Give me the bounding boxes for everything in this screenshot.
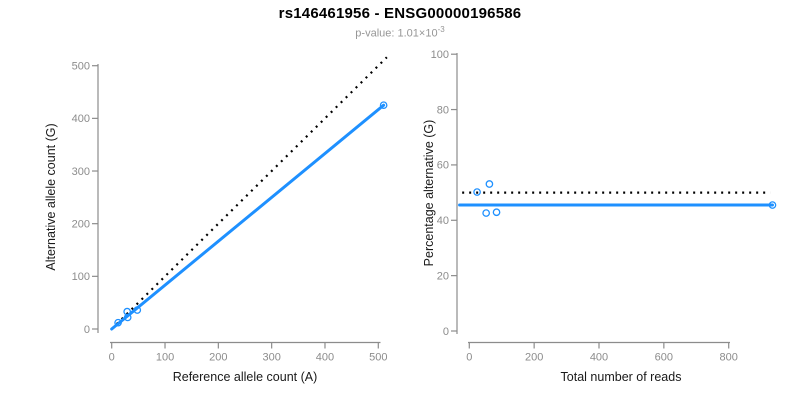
y-tick-label: 0	[84, 324, 90, 336]
y-tick-label: 500	[72, 61, 90, 73]
percentage-alternative-plot: 0 20 40 60 80 100 0 200 400 600 800 Total number of…	[422, 49, 777, 384]
figure-subtitle: p-value: 1.01×10-3	[0, 25, 800, 40]
identity-line	[110, 56, 388, 330]
x-tick-label: 500	[369, 352, 387, 364]
y-tick-label: 200	[72, 218, 90, 230]
pvalue-text: p-value: 1.01×10	[355, 27, 438, 40]
x-tick-label: 400	[316, 352, 334, 364]
y-tick-label: 80	[437, 104, 449, 116]
y-axis-title: Percentage alternative (G)	[422, 120, 436, 267]
x-axis-title: Total number of reads	[561, 370, 682, 384]
y-tick-label: 60	[437, 160, 449, 172]
y-tick-label: 40	[437, 215, 449, 227]
y-tick-label: 0	[443, 326, 449, 338]
data-point	[485, 180, 494, 188]
y-tick-label: 100	[72, 271, 90, 283]
x-tick-label: 600	[655, 352, 673, 364]
data-point	[473, 188, 481, 196]
data-point	[123, 313, 132, 322]
fit-line	[110, 103, 386, 331]
data-point	[768, 201, 777, 209]
x-tick-label: 800	[720, 352, 738, 364]
x-tick-label: 300	[262, 352, 280, 364]
data-point	[379, 101, 388, 110]
y-tick-label: 100	[431, 49, 449, 61]
data-point	[133, 306, 142, 314]
figure-title: rs146461956 - ENSG00000196586	[278, 5, 522, 22]
x-tick-label: 100	[156, 352, 174, 364]
y-axis-title: Alternative allele count (G)	[44, 123, 58, 270]
data-point	[114, 318, 122, 327]
x-tick-label: 200	[525, 352, 543, 364]
x-tick-label: 0	[109, 352, 115, 364]
x-tick-label: 200	[209, 352, 227, 364]
y-tick-label: 20	[437, 270, 449, 282]
data-point	[482, 209, 491, 217]
pvalue-exponent: -3	[437, 25, 445, 34]
y-tick-label: 300	[72, 166, 90, 178]
x-tick-label: 400	[590, 352, 608, 364]
allele-counts-plot: 0 100 200 300 400 500 0 100 200 300 400 500 Referenc…	[44, 56, 388, 384]
y-tick-label: 400	[72, 113, 90, 125]
x-tick-label: 0	[466, 352, 472, 364]
x-axis-title: Reference allele count (A)	[173, 370, 318, 384]
data-point	[492, 208, 501, 217]
